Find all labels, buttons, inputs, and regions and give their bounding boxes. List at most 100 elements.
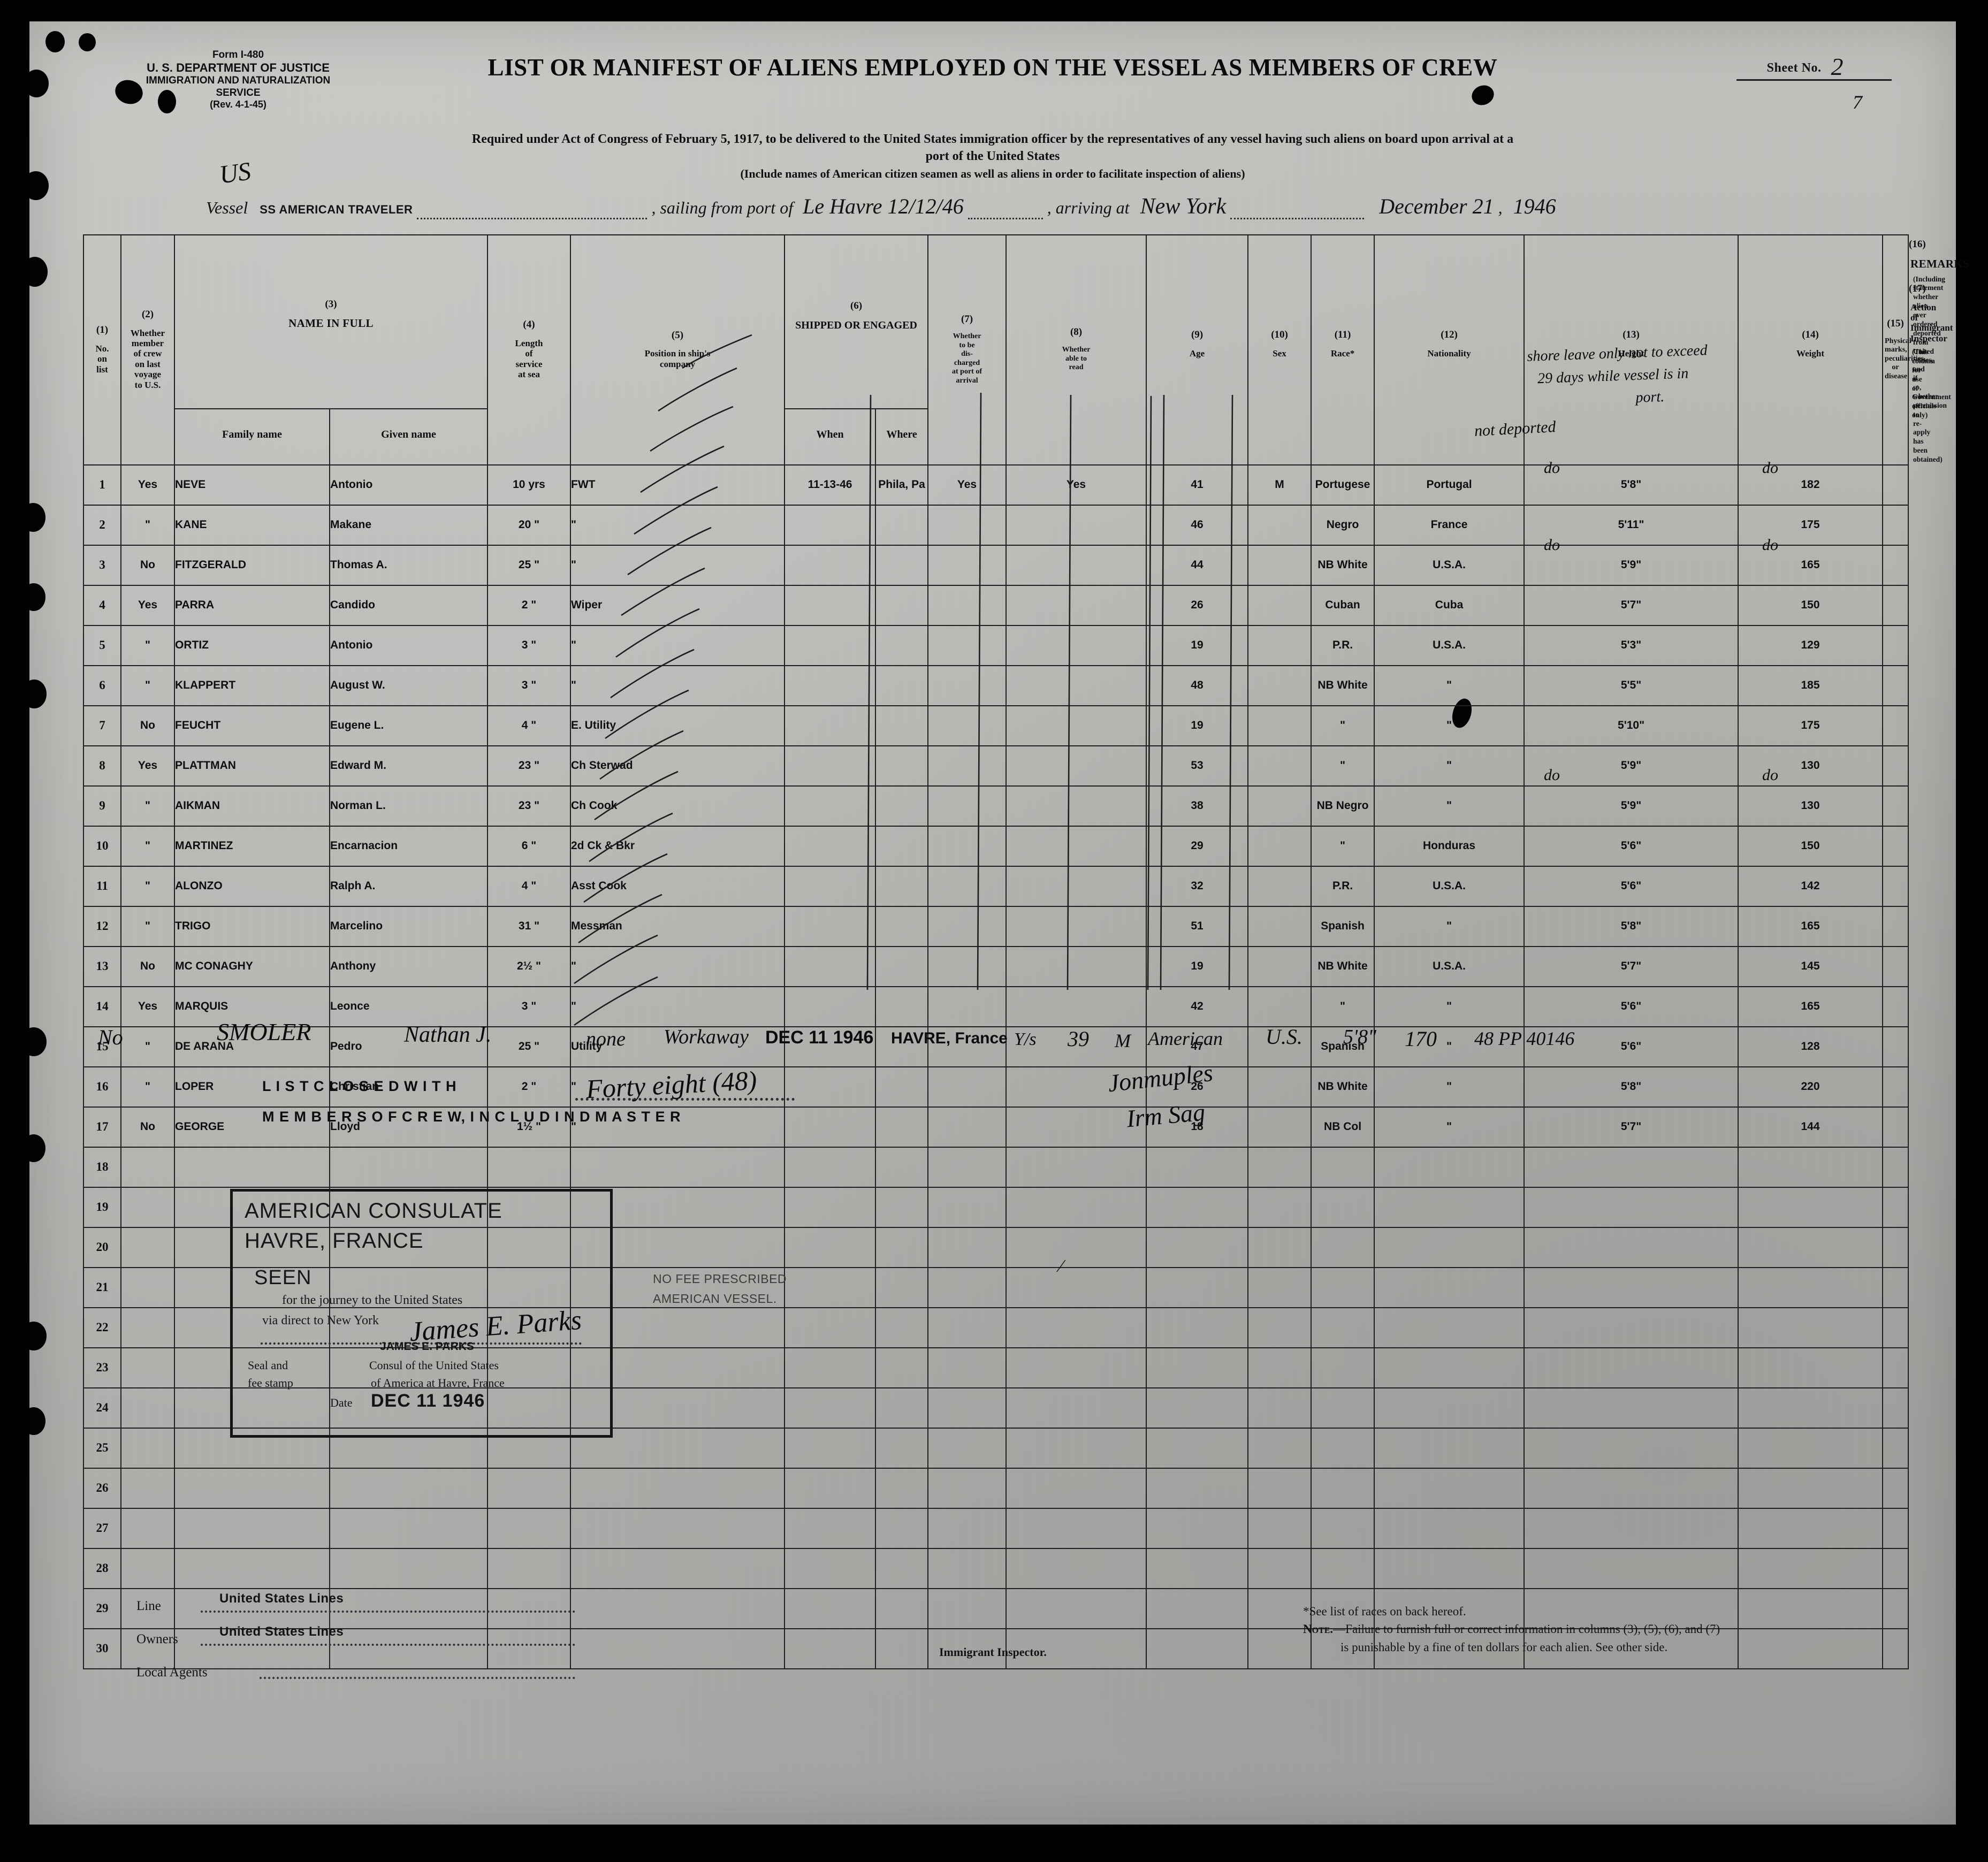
cell-given: Norman L. bbox=[329, 785, 488, 827]
cell-blank bbox=[1374, 1266, 1525, 1308]
th-no-on-list: (1) No. on list bbox=[83, 234, 121, 466]
table-row: 2 " KANE Makane 20 " " 46 Negro France 5'11" 175 bbox=[83, 504, 1909, 546]
cell-blank bbox=[1006, 1226, 1147, 1268]
cell-weight: 185 bbox=[1738, 665, 1884, 706]
cell-crew: " bbox=[120, 1066, 175, 1108]
consulate-stamp-journey: for the journey to the United States bbox=[282, 1293, 463, 1307]
cell-crew: Yes bbox=[120, 745, 175, 787]
table-row-blank: 18 bbox=[83, 1146, 1909, 1188]
cell-blank bbox=[927, 1588, 1007, 1629]
cell-family: NEVE bbox=[174, 464, 330, 506]
cell-service: 20 " bbox=[487, 504, 571, 546]
table-row: 14 Yes MARQUIS Leonce 3 " " 42 " " 5'6" 165 bbox=[83, 986, 1909, 1027]
cell-blank bbox=[487, 1226, 571, 1268]
th-num-11: (11) bbox=[1334, 329, 1351, 341]
cell-given: Anthony bbox=[329, 945, 488, 987]
cell-blank bbox=[329, 1226, 488, 1268]
cell-blank bbox=[1738, 1507, 1884, 1549]
cell-given: Antonio bbox=[329, 464, 488, 506]
cell-no: 12 bbox=[83, 905, 121, 947]
cell-blank bbox=[174, 1507, 330, 1549]
cell-no: 4 bbox=[83, 584, 121, 626]
cell-blank bbox=[875, 1628, 929, 1669]
th-where: Where bbox=[875, 408, 929, 466]
cell-age: 38 bbox=[1146, 785, 1249, 827]
cell-service: 2 " bbox=[487, 1066, 571, 1108]
th-title-12: Nationality bbox=[1427, 348, 1471, 359]
cell-age: 47 bbox=[1146, 1026, 1249, 1067]
arrival-comma: , bbox=[1498, 198, 1503, 217]
cell-sex bbox=[1247, 945, 1312, 987]
th-title-17: Action of Immigrant Inspector bbox=[1910, 302, 1953, 344]
table-row-blank: 21 bbox=[83, 1266, 1909, 1308]
cell-family: ALONZO bbox=[174, 865, 330, 907]
cell-blank bbox=[120, 1347, 175, 1388]
cell-discharged bbox=[927, 1106, 1007, 1148]
include-note: (Include names of American citizen seame… bbox=[740, 167, 1245, 180]
cell-where bbox=[875, 1066, 929, 1108]
penalty-note-body1: —Failure to furnish full or correct info… bbox=[1333, 1622, 1720, 1636]
cell-no: 29 bbox=[83, 1588, 121, 1629]
cell-blank bbox=[1006, 1628, 1147, 1669]
cell-blank bbox=[487, 1507, 571, 1549]
th-num-13: (13) bbox=[1623, 329, 1640, 341]
cell-discharged bbox=[927, 785, 1007, 827]
cell-where bbox=[875, 825, 929, 867]
punch-hole bbox=[21, 503, 45, 532]
table-row-blank: 20 bbox=[83, 1226, 1909, 1268]
punch-hole bbox=[45, 31, 65, 52]
cell-weight: 128 bbox=[1738, 1026, 1884, 1067]
cell-age: 48 bbox=[1146, 665, 1249, 706]
races-note: *See list of races on back hereof. bbox=[1303, 1605, 1466, 1618]
cell-blank bbox=[174, 1266, 330, 1308]
cell-blank bbox=[875, 1307, 929, 1348]
cell-marks bbox=[1882, 584, 1909, 626]
cell-read bbox=[1006, 1026, 1147, 1067]
cell-height: 5'8" bbox=[1524, 905, 1739, 947]
cell-blank bbox=[784, 1387, 877, 1429]
cell-blank bbox=[1146, 1226, 1249, 1268]
cell-when bbox=[784, 825, 877, 867]
cell-no: 26 bbox=[83, 1467, 121, 1509]
table-row-blank: 28 bbox=[83, 1547, 1909, 1589]
arrival-year-value: 1946 bbox=[1513, 194, 1556, 218]
cell-blank bbox=[329, 1628, 488, 1669]
cell-race: " bbox=[1311, 825, 1375, 867]
cell-no: 23 bbox=[83, 1347, 121, 1388]
cell-service: 4 " bbox=[487, 865, 571, 907]
cell-age: 44 bbox=[1146, 544, 1249, 586]
cell-service: 23 " bbox=[487, 745, 571, 787]
cell-blank bbox=[1524, 1427, 1739, 1469]
voyage-line: Vessel SS AMERICAN TRAVELER , sailing fr… bbox=[206, 194, 1892, 224]
cell-blank bbox=[1374, 1427, 1525, 1469]
cell-blank bbox=[1738, 1467, 1884, 1509]
cell-no: 8 bbox=[83, 745, 121, 787]
cell-where bbox=[875, 785, 929, 827]
th-title-5: Position in ship's company bbox=[644, 348, 711, 369]
cell-blank bbox=[1524, 1467, 1739, 1509]
cell-blank bbox=[1146, 1467, 1249, 1509]
cell-blank bbox=[1374, 1186, 1525, 1228]
cell-blank bbox=[569, 1628, 786, 1669]
statutory-subtitle: Required under Act of Congress of Februa… bbox=[29, 131, 1956, 165]
cell-blank bbox=[120, 1628, 175, 1669]
cell-blank bbox=[1738, 1146, 1884, 1188]
table-row-blank: 22 bbox=[83, 1307, 1909, 1348]
cell-crew: No bbox=[120, 544, 175, 586]
cell-blank bbox=[1374, 1347, 1525, 1388]
punch-hole bbox=[22, 1407, 45, 1435]
cell-given: Encarnacion bbox=[329, 825, 488, 867]
cell-where bbox=[875, 504, 929, 546]
cell-blank bbox=[875, 1467, 929, 1509]
cell-position: Wiper bbox=[569, 584, 786, 626]
cell-sex bbox=[1247, 905, 1312, 947]
cell-blank bbox=[174, 1186, 330, 1228]
table-row: 8 Yes PLATTMAN Edward M. 23 " Ch Sterwad 53 " " 5… bbox=[83, 745, 1909, 787]
cell-blank bbox=[1374, 1226, 1525, 1268]
cell-blank bbox=[1006, 1307, 1147, 1348]
cell-blank bbox=[569, 1266, 786, 1308]
cell-where bbox=[875, 905, 929, 947]
table-row-blank: 27 bbox=[83, 1507, 1909, 1549]
cell-blank bbox=[1146, 1146, 1249, 1188]
cell-blank bbox=[1006, 1387, 1147, 1429]
